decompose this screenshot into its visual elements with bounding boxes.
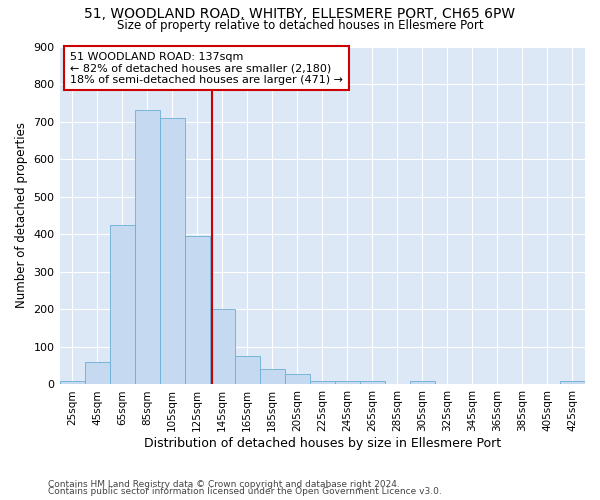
Bar — [285, 374, 310, 384]
Bar — [260, 370, 285, 384]
Text: Contains HM Land Registry data © Crown copyright and database right 2024.: Contains HM Land Registry data © Crown c… — [48, 480, 400, 489]
Bar — [310, 380, 335, 384]
Y-axis label: Number of detached properties: Number of detached properties — [15, 122, 28, 308]
X-axis label: Distribution of detached houses by size in Ellesmere Port: Distribution of detached houses by size … — [144, 437, 501, 450]
Bar — [134, 110, 160, 384]
Text: 51 WOODLAND ROAD: 137sqm
← 82% of detached houses are smaller (2,180)
18% of sem: 51 WOODLAND ROAD: 137sqm ← 82% of detach… — [70, 52, 343, 85]
Bar — [160, 118, 185, 384]
Bar — [560, 382, 585, 384]
Bar — [110, 225, 134, 384]
Bar — [59, 380, 85, 384]
Bar — [85, 362, 110, 384]
Bar — [360, 380, 385, 384]
Bar — [209, 310, 235, 384]
Bar — [410, 382, 435, 384]
Text: Size of property relative to detached houses in Ellesmere Port: Size of property relative to detached ho… — [116, 18, 484, 32]
Bar — [235, 356, 260, 384]
Bar — [335, 380, 360, 384]
Bar — [185, 236, 209, 384]
Text: 51, WOODLAND ROAD, WHITBY, ELLESMERE PORT, CH65 6PW: 51, WOODLAND ROAD, WHITBY, ELLESMERE POR… — [85, 8, 515, 22]
Text: Contains public sector information licensed under the Open Government Licence v3: Contains public sector information licen… — [48, 487, 442, 496]
